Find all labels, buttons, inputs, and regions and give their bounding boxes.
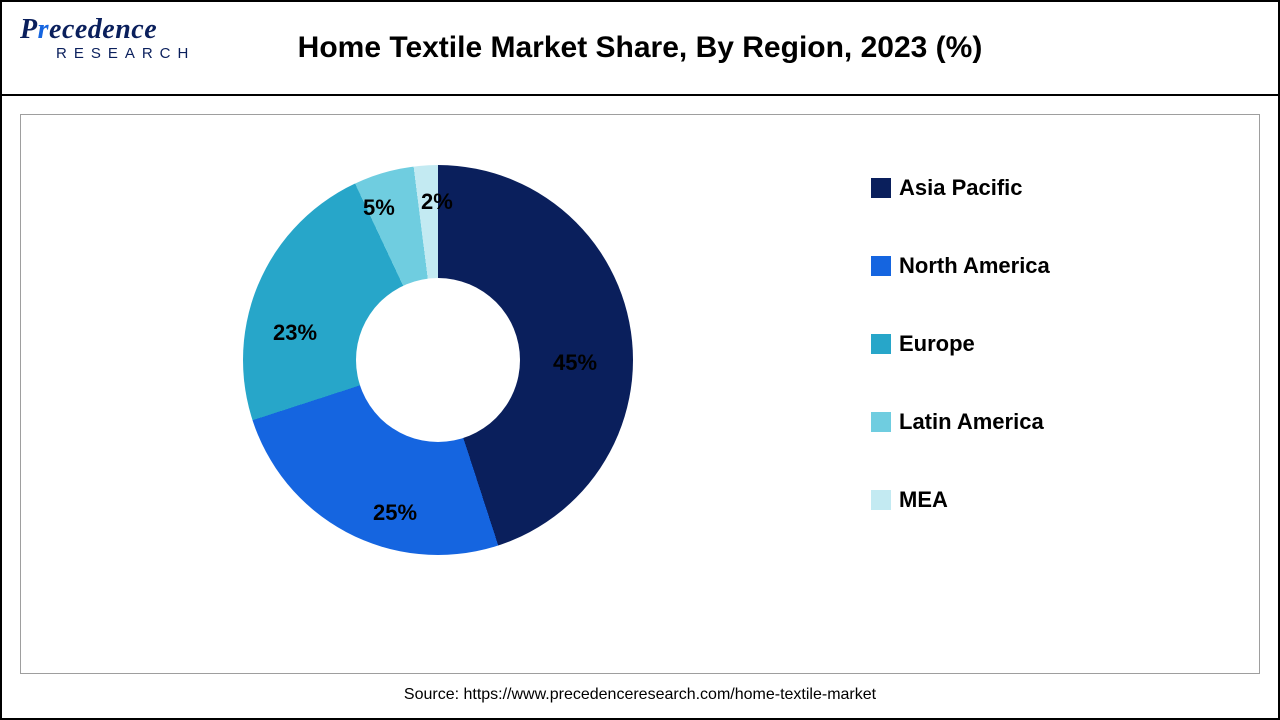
header-bar: Precedence RESEARCH Home Textile Market …	[2, 2, 1278, 96]
slice-label-asia-pacific: 45%	[553, 350, 597, 376]
legend-label: Asia Pacific	[899, 175, 1023, 201]
donut-hole	[356, 278, 520, 442]
legend-swatch-icon	[871, 412, 891, 432]
brand-logo: Precedence RESEARCH	[20, 16, 195, 61]
legend: Asia Pacific North America Europe Latin …	[871, 175, 1050, 513]
legend-label: Europe	[899, 331, 975, 357]
legend-swatch-icon	[871, 490, 891, 510]
slice-label-latin-america: 5%	[363, 195, 395, 221]
donut-chart: 45% 25% 23% 5% 2%	[243, 165, 633, 555]
report-card: Precedence RESEARCH Home Textile Market …	[0, 0, 1280, 720]
legend-swatch-icon	[871, 178, 891, 198]
legend-swatch-icon	[871, 256, 891, 276]
legend-item-north-america: North America	[871, 253, 1050, 279]
logo-text-accent: r	[38, 14, 49, 45]
logo-subtext: RESEARCH	[20, 46, 195, 61]
legend-item-latin-america: Latin America	[871, 409, 1050, 435]
slice-label-mea: 2%	[421, 189, 453, 215]
logo-text-post: ecedence	[49, 14, 157, 45]
logo-wordmark: Precedence	[20, 16, 195, 44]
slice-label-north-america: 25%	[373, 500, 417, 526]
legend-label: MEA	[899, 487, 948, 513]
chart-area: 45% 25% 23% 5% 2% Asia Pacific North Ame…	[20, 114, 1260, 674]
legend-item-mea: MEA	[871, 487, 1050, 513]
legend-label: Latin America	[899, 409, 1044, 435]
legend-item-asia-pacific: Asia Pacific	[871, 175, 1050, 201]
legend-swatch-icon	[871, 334, 891, 354]
source-citation: Source: https://www.precedenceresearch.c…	[2, 686, 1278, 704]
logo-text-pre: P	[20, 14, 38, 45]
legend-label: North America	[899, 253, 1050, 279]
slice-label-europe: 23%	[273, 320, 317, 346]
legend-item-europe: Europe	[871, 331, 1050, 357]
